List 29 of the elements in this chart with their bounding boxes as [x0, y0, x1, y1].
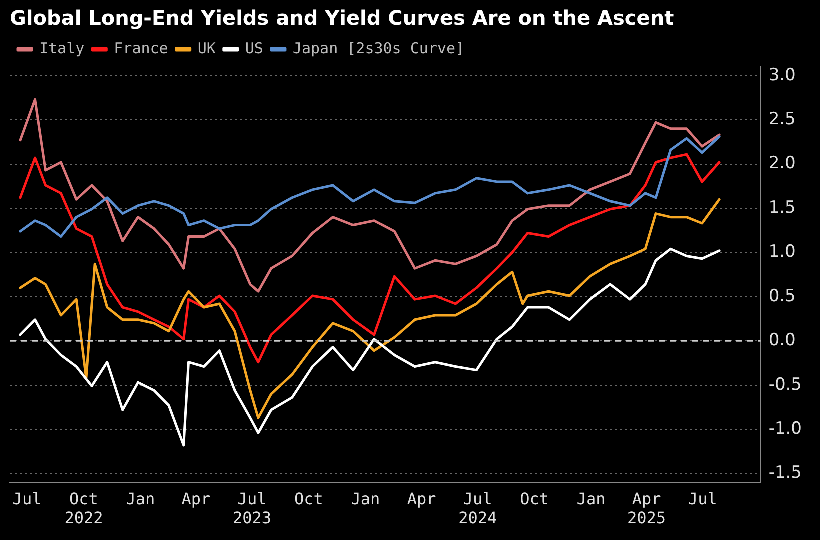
y-tick-label: 2.5: [768, 109, 796, 130]
y-tick-label: 0.5: [768, 286, 796, 306]
x-tick-label: Jan: [126, 489, 156, 508]
x-tick-label: Oct 2022: [64, 489, 104, 528]
x-tick-label: Jan: [351, 489, 380, 508]
legend-label: US: [245, 39, 264, 58]
x-tick-label: Jul: [12, 489, 42, 508]
y-tick-label: 3.0: [768, 65, 796, 86]
y-tick-label: -0.5: [768, 374, 802, 395]
x-tick-label: Oct: [294, 489, 324, 508]
y-tick-label: 1.0: [768, 242, 796, 262]
x-tick-label: Apr: [182, 489, 211, 508]
legend-label: Italy: [40, 39, 85, 58]
x-tick-label: Apr 2025: [628, 489, 666, 528]
chart-title: Global Long-End Yields and Yield Curves Are on the Ascent: [10, 6, 675, 30]
y-tick-label: -1.0: [768, 418, 802, 439]
y-tick-label: -1.5: [768, 463, 802, 484]
legend-label: France: [114, 39, 168, 58]
y-tick-label: 1.5: [768, 198, 796, 218]
y-tick-label: 0.0: [768, 330, 796, 351]
x-tick-label: Jul 2023: [232, 489, 272, 528]
x-tick-label: Jul: [688, 489, 718, 508]
x-tick-label: Apr: [407, 489, 437, 508]
y-tick-label: 2.0: [768, 154, 796, 174]
x-tick-label: Jan: [576, 489, 606, 508]
legend-label: Japan [2s30s Curve]: [292, 39, 465, 58]
x-tick-label: Jul 2024: [458, 489, 498, 528]
legend-label: UK: [198, 39, 216, 58]
x-tick-label: Oct: [520, 489, 550, 508]
